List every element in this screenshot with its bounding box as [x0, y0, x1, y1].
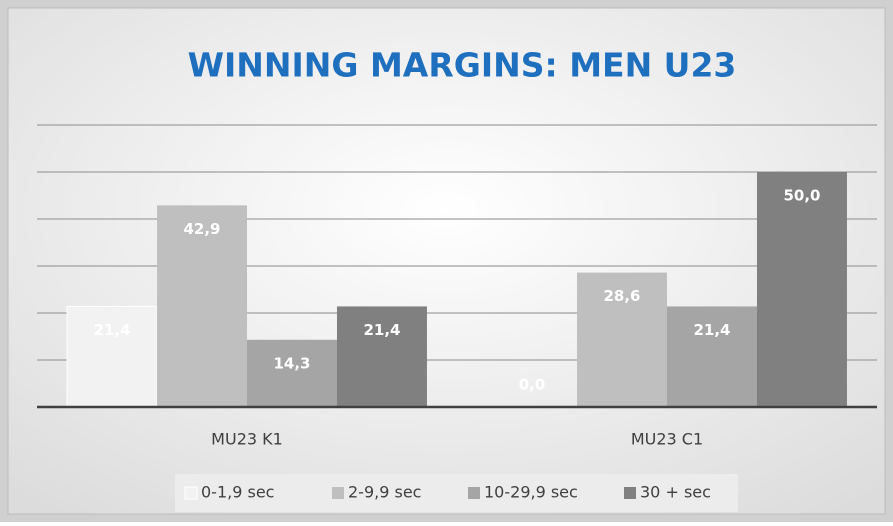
x-tick-label: MU23 K1 [211, 430, 283, 449]
bar [667, 306, 757, 407]
bar [157, 205, 247, 407]
legend-swatch [184, 486, 198, 500]
legend-label: 10-29,9 sec [484, 483, 578, 502]
bar [66, 305, 158, 408]
legend-label: 0-1,9 sec [201, 483, 274, 502]
legend-swatch [332, 487, 344, 499]
bar [247, 339, 337, 407]
legend-swatch [624, 487, 636, 499]
data-label: 21,4 [693, 321, 730, 339]
data-label: 50,0 [783, 187, 820, 205]
data-label: 14,3 [273, 354, 310, 372]
legend-label: 2-9,9 sec [348, 483, 421, 502]
data-label: 21,4 [94, 321, 131, 339]
data-label: 28,6 [603, 287, 640, 305]
chart-area [7, 7, 886, 515]
chart-title: WINNING MARGINS: MEN U23 [188, 46, 737, 85]
x-tick-label: MU23 C1 [631, 430, 703, 449]
data-label: 21,4 [363, 321, 400, 339]
data-label: 42,9 [183, 220, 220, 238]
legend-label: 30 + sec [640, 483, 711, 502]
legend-swatch [468, 487, 480, 499]
legend [175, 474, 738, 512]
data-label: 0,0 [519, 376, 546, 394]
bar [336, 306, 427, 407]
bar [756, 172, 847, 407]
bar [577, 272, 667, 407]
